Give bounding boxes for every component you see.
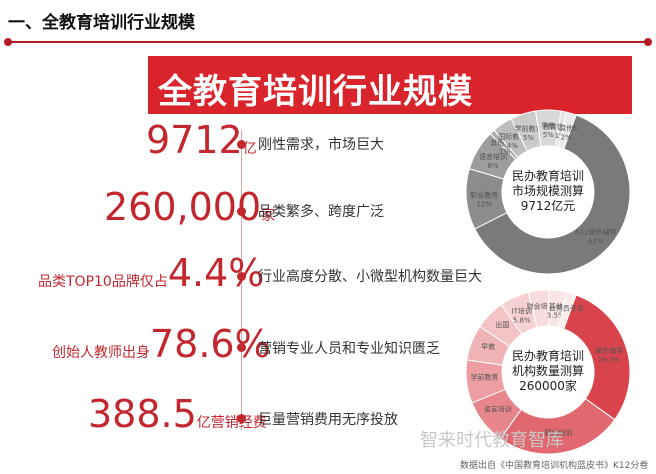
stat-desc-3: 行业高度分散、小微型机构数量巨大 xyxy=(258,269,482,285)
institutions-slice-label-4: 早教 xyxy=(481,342,495,351)
title-banner: 全教育培训行业规模 xyxy=(148,56,632,114)
market-slice-label-7: 教育信息化 xyxy=(543,122,578,131)
institutions-slice-label-0: 课外辅导 xyxy=(595,346,623,355)
stat-value: 9712 xyxy=(146,118,243,162)
institutions-slice-label-9: 公务员考试 xyxy=(549,304,584,313)
section-title: 一、全教育培训行业规模 xyxy=(8,13,195,33)
brand-watermark: 智来时代教育智库 xyxy=(420,430,564,451)
institutions-center-title-0: 民办教育培训 xyxy=(512,348,584,363)
stat-institution-count: 260,000家 xyxy=(104,185,275,229)
stat-unit: 家 xyxy=(261,208,276,224)
timeline-dot-4 xyxy=(237,343,246,352)
timeline-dot-2 xyxy=(237,207,246,216)
stat-desc-2: 品类繁多、跨度广泛 xyxy=(258,204,384,220)
market-slice-label-6: 早教 xyxy=(541,121,555,130)
stat-desc-4: 营销专业人员和专业知识匮乏 xyxy=(258,341,440,357)
institutions-slice-label-1: 职业培训 xyxy=(545,428,573,437)
institutions-slice-9 xyxy=(557,291,577,330)
timeline-dot-1 xyxy=(237,140,246,149)
institutions-slice-label-3: 学前教育 xyxy=(470,373,498,382)
market-center-title-2: 9712亿元 xyxy=(521,198,576,213)
timeline-dot-5 xyxy=(237,414,246,423)
stat-value: 388.5 xyxy=(88,392,197,436)
market-slice-value-1: 12% xyxy=(476,201,492,209)
market-slice-value-8: 2% xyxy=(561,134,572,142)
market-center-title-0: 民办教育培训 xyxy=(512,168,584,183)
market-center-title-1: 市场规模测算 xyxy=(512,183,584,198)
market-slice-label-8: 其他 xyxy=(559,124,573,133)
stat-market-size: 9712亿 xyxy=(146,118,257,162)
stat-top10-share: 品类TOP10品牌仅占4.4% xyxy=(38,251,264,295)
market-slice-label-1: 职业教育 xyxy=(470,191,498,200)
institutions-slice-0 xyxy=(563,294,631,421)
market-slice-value-6: 5% xyxy=(543,131,554,139)
banner-title: 全教育培训行业规模 xyxy=(158,72,473,112)
institutions-slice-label-5: 出国 xyxy=(495,320,509,329)
stat-marketing-spend: 388.5亿营销经费 xyxy=(88,392,267,436)
timeline-dot-3 xyxy=(237,272,246,281)
stat-unit: 亿营销经费 xyxy=(196,415,267,431)
stat-desc-5: 巨量营销费用无序投放 xyxy=(258,412,398,428)
stat-prefix: 品类TOP10品牌仅占 xyxy=(38,274,168,290)
market-slice-label-0: K12课外辅导 xyxy=(575,228,617,237)
market-slice-0 xyxy=(474,114,631,275)
market-slice-value-5: 5% xyxy=(523,134,534,142)
market-slice-8 xyxy=(557,111,577,150)
market-slice-value-0: 62% xyxy=(588,238,604,246)
divider-dot-left xyxy=(4,38,12,46)
institutions-donut-hole xyxy=(503,327,593,417)
stat-value: 4.4% xyxy=(167,251,265,295)
institutions-center-title-1: 机构数量测算 xyxy=(512,363,584,378)
institutions-slice-value-8: 3.5% xyxy=(547,311,565,319)
market-slice-value-4: 4% xyxy=(507,142,518,150)
market-slice-label-2: 语言培训 xyxy=(479,152,507,161)
stat-teacher-founders: 创始人教师出身78.6% xyxy=(52,322,271,366)
stat-value: 78.6% xyxy=(150,322,271,366)
institutions-slice-label-8: 其他 xyxy=(549,301,563,310)
stat-value: 260,000 xyxy=(104,185,262,229)
stat-unit: 亿 xyxy=(242,141,257,157)
market-slice-label-5: 学前教育 xyxy=(514,124,542,133)
stat-prefix: 创始人教师出身 xyxy=(52,345,150,361)
institutions-slice-label-6: IT培训 xyxy=(512,307,532,316)
stat-desc-1: 刚性需求，市场巨大 xyxy=(258,137,384,153)
institutions-center-title-2: 260000家 xyxy=(519,378,577,393)
institutions-slice-value-0: 29.3% xyxy=(598,356,621,364)
market-slice-value-3: 1% xyxy=(499,148,510,156)
source-note: 数据出自《中国教育培训机构蓝皮书》K12分卷 xyxy=(460,461,649,471)
section-divider xyxy=(6,41,650,43)
market-donut-hole xyxy=(503,147,593,237)
institutions-slice-label-2: 语言培训 xyxy=(484,405,512,414)
divider-dot-right xyxy=(644,38,652,46)
institutions-slice-value-6: 5.8% xyxy=(513,317,531,325)
market-slice-value-2: 8% xyxy=(488,162,499,170)
institutions-slice-label-7: 财会培训 xyxy=(527,301,555,310)
institutions-slice-1 xyxy=(499,398,616,455)
market-slice-label-4: 国际教育 xyxy=(498,132,526,141)
